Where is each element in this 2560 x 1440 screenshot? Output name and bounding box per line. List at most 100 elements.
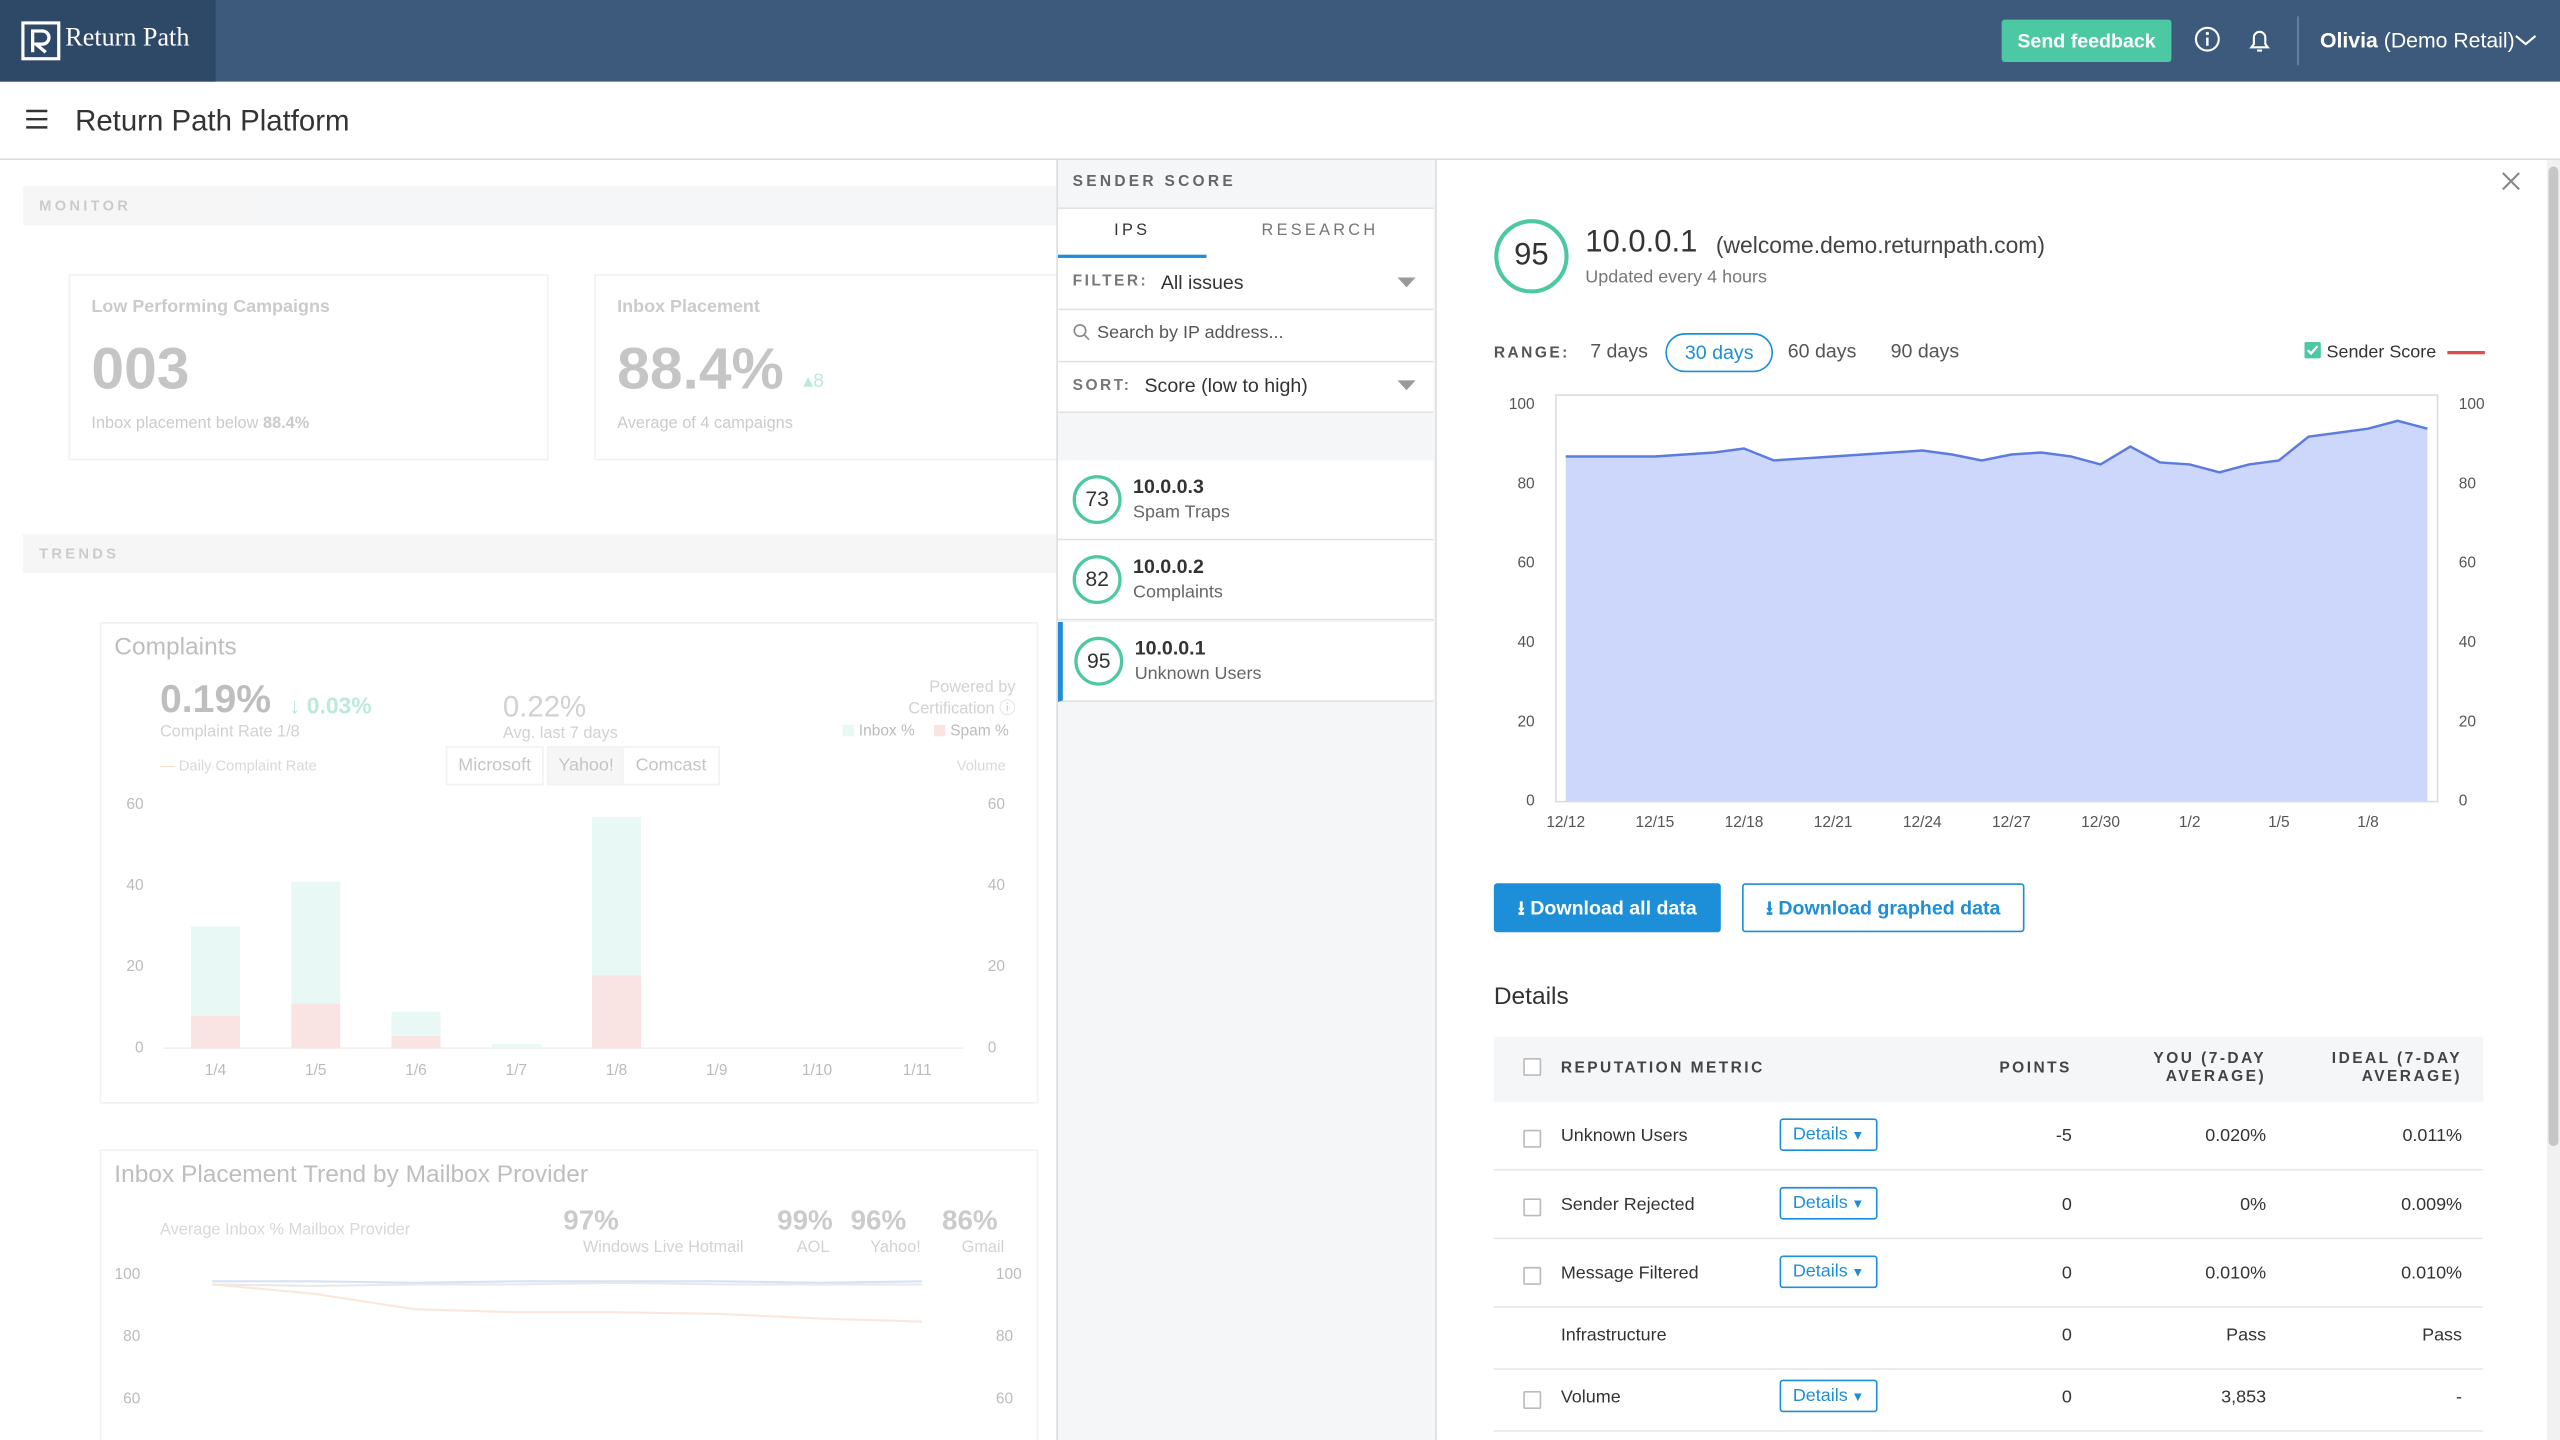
y-tick-label: 40 <box>1517 634 1535 651</box>
x-tick-label: 1/7 <box>505 1062 527 1079</box>
scroll-thumb[interactable] <box>2548 166 2559 1147</box>
range-option[interactable]: 60 days <box>1787 339 1857 363</box>
y2-tick-label: 0 <box>2459 793 2468 810</box>
you-value: 3,853 <box>2221 1387 2267 1408</box>
x-tick-label: 1/9 <box>706 1062 728 1079</box>
checkbox[interactable] <box>1523 1057 1542 1076</box>
rate-legend-text: Daily Complaint Rate <box>178 757 317 774</box>
card-title: Low Performing Campaigns <box>91 297 330 317</box>
download-all-button[interactable]: ⭳ Download all data <box>1493 883 1721 933</box>
button-face[interactable]: ⭳ Download all data <box>1493 883 1721 933</box>
ideal-value: 0.011% <box>2402 1126 2463 1147</box>
x-tick-label: 12/21 <box>1814 814 1853 831</box>
sort-select[interactable]: Score (low to high) <box>1144 373 1308 397</box>
line <box>212 1283 922 1323</box>
button-text: Details <box>1792 1262 1848 1282</box>
tab[interactable]: RESEARCH <box>1261 222 1379 240</box>
y2-tick-label: 80 <box>2459 475 2477 492</box>
change-value: 0.03% <box>306 692 372 719</box>
note-text: Inbox placement below <box>91 414 259 433</box>
y-tick-label: 40 <box>126 877 144 894</box>
search-input[interactable]: Search by IP address... <box>1097 323 1284 343</box>
sort-label: SORT: <box>1072 377 1132 396</box>
ideal-value: 0.009% <box>2401 1195 2463 1215</box>
tab[interactable]: IPS <box>1114 222 1151 240</box>
rule <box>1057 308 1434 311</box>
provider-tab[interactable]: Microsoft <box>445 746 544 786</box>
bar-segment <box>591 817 641 976</box>
button-text: Download graphed data <box>1778 896 2001 920</box>
y-tick-label: 80 <box>1517 475 1535 492</box>
provider-value: 96% <box>850 1204 907 1236</box>
card: Low Performing Campaigns 003 Inbox place… <box>68 274 549 461</box>
column-header: YOU (7-DAY AVERAGE) <box>2153 1049 2267 1086</box>
table-header <box>1493 1036 2484 1103</box>
column-header: IDEAL (7-DAY AVERAGE) <box>2331 1049 2463 1086</box>
provider-tab[interactable]: Yahoo! <box>546 746 626 786</box>
line <box>1565 419 2428 474</box>
metric: Volume <box>1560 1387 1621 1408</box>
header-icons[interactable] <box>2193 24 2291 57</box>
points: -5 <box>2055 1126 2072 1147</box>
range-option[interactable]: 7 days <box>1590 339 1648 363</box>
bar-segment <box>591 975 641 1049</box>
filter-label: FILTER: <box>1072 272 1149 291</box>
provider-value: 99% <box>777 1204 833 1236</box>
rate-label: Complaint Rate 1/8 <box>159 723 300 742</box>
details-button[interactable]: Details ▼ <box>1779 1186 1878 1220</box>
checkbox[interactable] <box>1523 1129 1542 1148</box>
checkbox[interactable] <box>1523 1266 1542 1285</box>
details-button[interactable]: Details ▼ <box>1779 1379 1878 1413</box>
legend-swatch <box>933 724 946 737</box>
range-option[interactable]: 30 days <box>1665 333 1774 373</box>
legend-checkbox[interactable] <box>2304 341 2324 361</box>
issue: Spam Traps <box>1133 502 1230 523</box>
trend-card <box>99 1149 1039 1440</box>
x-tick-label: 12/15 <box>1635 814 1674 831</box>
y2-tick-label: 100 <box>2459 396 2485 413</box>
brand-area[interactable] <box>0 0 216 82</box>
you-value: 0.010% <box>2205 1263 2267 1284</box>
provider-tab[interactable]: Comcast <box>622 746 720 786</box>
brand: Return Path <box>65 24 190 53</box>
menu-icon[interactable] <box>26 109 49 129</box>
divider <box>2297 16 2299 66</box>
checkbox[interactable] <box>1523 1198 1542 1217</box>
close-button[interactable] <box>2501 171 2521 191</box>
user-menu[interactable]: Olivia (Demo Retail) <box>2320 28 2515 52</box>
ideal-value: 0.010% <box>2401 1263 2463 1284</box>
you-value: 0.020% <box>2205 1126 2267 1147</box>
points: 0 <box>2061 1325 2072 1346</box>
user-name: Olivia <box>2319 27 2378 53</box>
source: Certification <box>908 700 995 719</box>
points: 0 <box>2061 1263 2072 1284</box>
feedback-button[interactable]: Send feedback <box>2001 19 2172 63</box>
card-value: 88.4% <box>617 334 784 402</box>
y-tick-label: 60 <box>1517 555 1535 572</box>
score-ring <box>1494 219 1569 294</box>
details-button[interactable]: Details ▼ <box>1779 1255 1878 1289</box>
x-tick-label: 1/8 <box>2357 814 2379 831</box>
rate-legend: — Daily Complaint Rate <box>159 757 317 774</box>
card-title: Inbox Placement <box>617 297 760 317</box>
x-tick-label: 12/30 <box>2081 814 2120 831</box>
updated: Updated every 4 hours <box>1585 267 1768 288</box>
details-button[interactable]: Details ▼ <box>1779 1118 1878 1152</box>
scrollbar[interactable] <box>2546 159 2560 1440</box>
range-option[interactable]: 90 days <box>1890 339 1960 363</box>
card-value: 003 <box>91 334 190 402</box>
area <box>1565 420 2428 802</box>
checkbox[interactable] <box>1523 1391 1542 1409</box>
y2-tick-label: 20 <box>988 958 1006 975</box>
ip-row[interactable]: 73 10.0.0.3 Spam Traps <box>1057 460 1434 541</box>
y-tick-label: 0 <box>1526 793 1535 810</box>
ip-row[interactable]: 82 10.0.0.2 Complaints <box>1057 540 1434 621</box>
download-graphed-button[interactable]: ⭳ Download graphed data <box>1742 883 2025 933</box>
y-tick-label: 0 <box>135 1039 144 1056</box>
ip: 10.0.0.2 <box>1133 555 1204 579</box>
column-header: POINTS <box>1999 1059 2072 1078</box>
filter-select[interactable]: All issues <box>1160 271 1244 294</box>
caret: ▼ <box>1847 1196 1865 1212</box>
ip-row[interactable]: 95 10.0.0.1 Unknown Users <box>1057 621 1434 702</box>
y2-tick-label: 80 <box>996 1328 1014 1345</box>
